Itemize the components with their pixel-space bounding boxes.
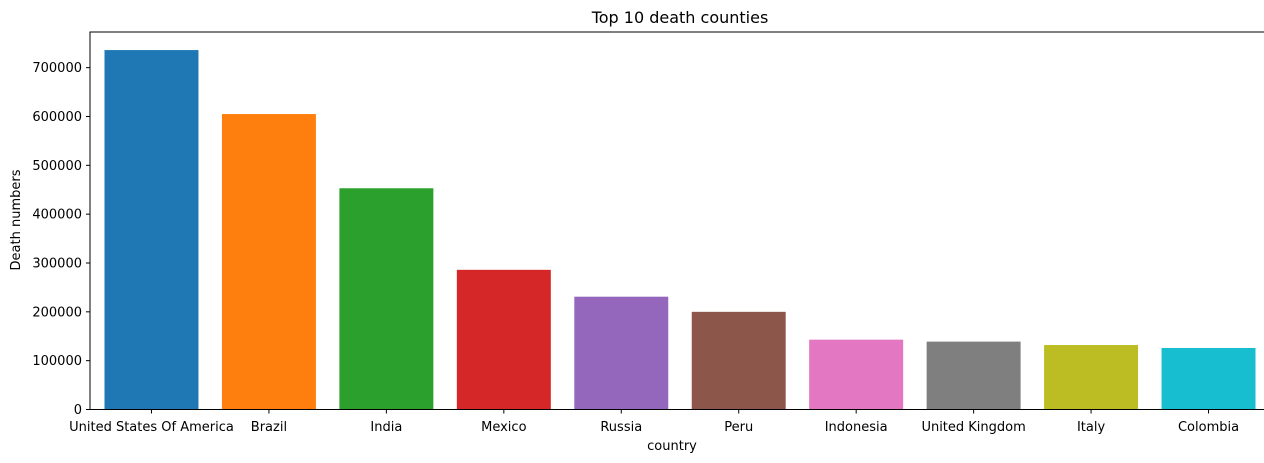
- chart-title: Top 10 death counties: [591, 8, 769, 27]
- y-tick-label: 400000: [32, 208, 82, 223]
- y-axis-label: Death numbers: [9, 169, 24, 270]
- y-tick-label: 600000: [32, 110, 82, 125]
- x-tick-label: United States Of America: [69, 420, 234, 435]
- x-tick-label: Colombia: [1178, 420, 1239, 435]
- bar-italy: [1044, 345, 1139, 410]
- bars-group: [104, 50, 1256, 410]
- bar-brazil: [221, 114, 316, 410]
- bar-united-kingdom: [926, 341, 1021, 410]
- y-tick-label: 300000: [32, 256, 82, 271]
- x-tick-label: Russia: [600, 420, 642, 435]
- x-axis-label: country: [647, 439, 697, 454]
- y-axis: 0 100000 200000 300000 400000 500000 600000 700…: [32, 61, 90, 418]
- bar-russia: [574, 296, 669, 410]
- bar-india: [339, 188, 434, 410]
- bar-united-states-of-america: [104, 50, 199, 410]
- x-tick-label: Brazil: [251, 420, 287, 435]
- x-tick-label: Peru: [724, 420, 753, 435]
- plot-frame: [89, 31, 1264, 410]
- bar-peru: [691, 311, 786, 410]
- y-tick-label: 100000: [32, 354, 82, 369]
- x-tick-label: Indonesia: [825, 420, 888, 435]
- y-tick-label: 200000: [32, 305, 82, 320]
- x-axis: United States Of America Brazil India Mexic…: [69, 409, 1239, 435]
- y-tick-label: 500000: [32, 159, 82, 174]
- x-tick-label: United Kingdom: [921, 420, 1025, 435]
- x-tick-label: Italy: [1077, 420, 1106, 435]
- x-tick-label: India: [370, 420, 402, 435]
- bar-colombia: [1161, 347, 1256, 410]
- bar-indonesia: [809, 339, 904, 410]
- bar-mexico: [456, 269, 551, 410]
- y-tick-label: 0: [74, 403, 82, 418]
- y-tick-label: 700000: [32, 61, 82, 76]
- x-tick-label: Mexico: [481, 420, 526, 435]
